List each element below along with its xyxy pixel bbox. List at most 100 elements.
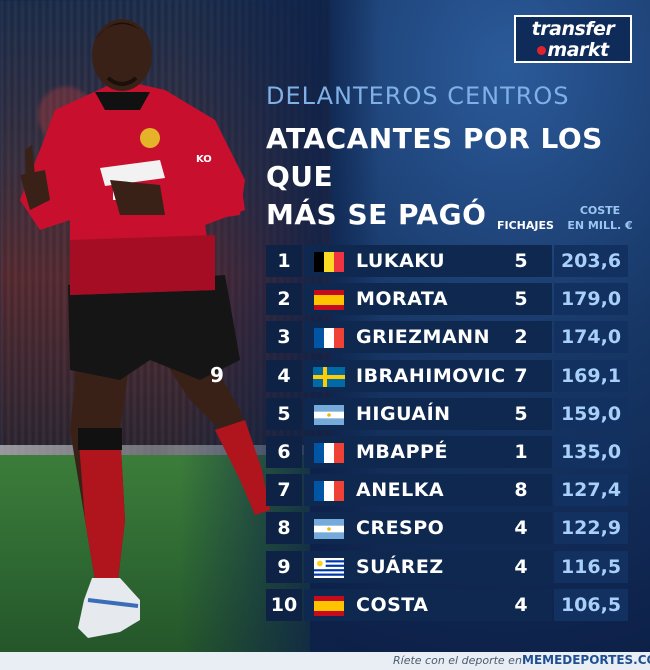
cost-cell [554,550,628,583]
cost-cell [554,359,628,392]
player-name: MORATA [356,288,449,311]
rank-cell [266,359,302,392]
rank-number: 3 [277,326,291,349]
player-name: ANELKA [356,479,445,502]
table-row: 8 CRESPO 4 122,9 [266,512,628,545]
rank-number: 6 [277,440,291,463]
player-name: HIGUAÍN [356,402,451,425]
spain-flag-icon [313,290,345,311]
header-coste-line1: COSTE [579,204,621,217]
logo-dot-icon [537,46,547,55]
ranking-table: 1 LUKAKU 5 203,6 2 MORATA 5 179,0 3 GRIEZMANN 2 174… [266,245,628,627]
cost-value: 159,0 [560,402,622,425]
france-flag-icon [313,442,345,463]
argentina-flag-icon [313,519,345,540]
footer-site-link[interactable]: MEMEDEPORTES.COM [522,653,650,667]
page-title: ATACANTES POR LOS QUE MÁS SE PAGÓ [266,120,650,234]
rank-cell [266,588,302,621]
cost-cell [554,588,628,621]
cost-cell [554,397,628,430]
rank-number: 5 [277,402,291,425]
player-name: CRESPO [356,517,445,540]
title-line2: MÁS SE PAGÓ [266,198,487,231]
cost-value: 174,0 [560,326,622,349]
table-row: 7 ANELKA 8 127,4 [266,474,628,507]
rank-cell [266,245,302,277]
rank-number: 7 [277,479,291,502]
footer-slogan: Ríete con el deporte en [393,654,522,667]
player-cell [304,550,552,583]
player-cell [304,512,552,545]
logo-line2: markt [547,39,609,61]
rank-cell [266,512,302,545]
france-flag-icon [313,481,345,502]
cost-cell [554,512,628,545]
cost-value: 135,0 [560,440,622,463]
player-name: GRIEZMANN [356,326,490,349]
table-row: 9 SUÁREZ 4 116,5 [266,550,628,583]
sweden-flag-icon [313,366,345,387]
player-cell [304,283,552,316]
cost-value: 179,0 [560,288,622,311]
header-coste-line2: EN MILL. € [567,219,633,232]
rank-number: 10 [270,593,298,616]
table-row: 6 MBAPPÉ 1 135,0 [266,435,628,468]
cost-cell [554,321,628,354]
player-cell [304,245,552,277]
cost-value: 127,4 [560,479,622,502]
fichajes-value: 5 [514,402,528,425]
table-row: 4 IBRAHIMOVIC 7 169,1 [266,359,628,392]
rank-number: 2 [277,288,291,311]
cost-cell [554,435,628,468]
player-cell [304,397,552,430]
cost-value: 116,5 [560,555,622,578]
argentina-flag-icon [313,404,345,425]
player-name: MBAPPÉ [356,440,448,463]
rank-number: 4 [277,364,291,387]
cost-value: 169,1 [560,364,622,387]
player-photo: 9 LET KOHLE [20,19,270,638]
player-name: COSTA [356,593,429,616]
table-row: 1 LUKAKU 5 203,6 [266,245,628,277]
subtitle: DELANTEROS CENTROS [266,82,570,110]
player-cell [304,588,552,621]
player-name: LUKAKU [356,250,446,272]
cost-cell [554,245,628,277]
logo-line1: transfer [531,18,615,40]
rank-cell [266,474,302,507]
cost-value: 106,5 [560,593,622,616]
svg-text:9: 9 [210,363,224,387]
fichajes-value: 4 [514,517,528,540]
rank-number: 1 [277,250,291,272]
cost-cell [554,283,628,316]
rank-cell [266,435,302,468]
player-cell [304,435,552,468]
fichajes-value: 1 [514,440,528,463]
header-fichajes: FICHAJES [497,219,554,232]
cost-value: 122,9 [560,517,622,540]
transfermarkt-logo: transfer markt [514,15,632,63]
belgium-flag-icon [313,252,345,272]
cost-value: 203,6 [560,250,622,272]
player-name: IBRAHIMOVIC [356,364,506,387]
rank-number: 8 [277,517,291,540]
rank-cell [266,397,302,430]
table-row: 3 GRIEZMANN 2 174,0 [266,321,628,354]
fichajes-value: 2 [514,326,528,349]
fichajes-value: 5 [514,288,528,311]
player-cell [304,359,552,392]
player-cell [304,474,552,507]
footer: Ríete con el deporte en MEMEDEPORTES.COM [0,652,650,670]
table-row: 10 COSTA 4 106,5 [266,588,628,621]
fichajes-value: 5 [514,250,528,272]
rank-cell [266,283,302,316]
uruguay-flag-icon [313,557,345,578]
rank-cell [266,321,302,354]
rank-cell [266,550,302,583]
title-line1: ATACANTES POR LOS QUE [266,122,603,193]
table-row: 5 HIGUAÍN 5 159,0 [266,397,628,430]
fichajes-value: 7 [514,364,528,387]
fichajes-value: 4 [514,593,528,616]
cost-cell [554,474,628,507]
